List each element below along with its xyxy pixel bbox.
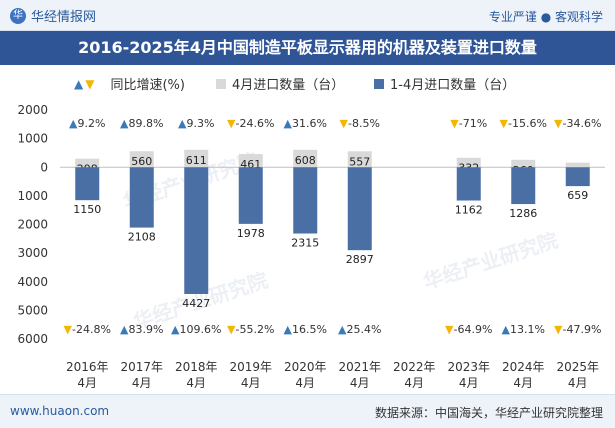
y-tick-label: 1000: [17, 189, 48, 203]
tagline: 专业严谨 ● 客观科学: [488, 10, 603, 24]
april-data-label: 611: [186, 154, 207, 167]
y-tick-label: 2000: [17, 218, 48, 232]
triangle-up-icon: ▲: [74, 76, 84, 91]
april-bar: [565, 162, 590, 168]
cumulative-bar: [75, 167, 100, 201]
april-growth-label: ▼-34.6%: [554, 117, 601, 130]
cumulative-bar: [456, 167, 481, 201]
triangle-down-icon: ▼: [85, 76, 95, 91]
cumulative-growth-label: ▲83.9%: [120, 323, 163, 336]
x-tick-label: 2022年 4月: [393, 360, 436, 390]
april-bar: [511, 159, 536, 168]
x-tick-label: 2025年 4月: [556, 360, 599, 390]
y-tick-label: 2000: [17, 103, 48, 117]
chart-title: 2016-2025年4月中国制造平板显示器用的机器及装置进口数量: [0, 31, 615, 65]
legend-april: 4月进口数量（台）: [216, 74, 344, 93]
x-tick-label: 2019年 4月: [229, 360, 272, 390]
brand-logo-icon: 华: [10, 7, 26, 24]
cumulative-data-label: 2897: [346, 253, 374, 266]
cumulative-data-label: 2315: [291, 237, 319, 250]
x-tick-label: 2020年 4月: [284, 360, 327, 390]
april-bar: [184, 149, 209, 168]
data-source: 数据来源：中国海关，华经产业研究院整理: [374, 406, 603, 420]
cumulative-growth-label: ▼-24.8%: [64, 323, 111, 336]
x-tick-label: 2021年 4月: [338, 360, 381, 390]
cumulative-growth-label: ▲16.5%: [284, 323, 327, 336]
y-tick-label: 4000: [17, 275, 48, 289]
y-tick-label: 0: [40, 160, 48, 174]
april-data-label: 560: [131, 155, 152, 168]
legend-cumulative-label: 1-4月进口数量（台）: [390, 78, 516, 93]
april-growth-label: ▲31.6%: [284, 117, 327, 130]
y-tick-label: 6000: [17, 332, 48, 346]
cumulative-data-label: 1286: [509, 207, 537, 220]
april-data-label: 557: [349, 155, 370, 168]
cumulative-bar: [511, 167, 536, 205]
top-bar: 华 华经情报网 专业严谨 ● 客观科学: [0, 0, 615, 31]
april-data-label: 608: [295, 154, 316, 167]
april-growth-label: ▼-24.6%: [227, 117, 274, 130]
april-bar: [238, 154, 263, 168]
legend-growth: ▲ ▼ 同比增速(%): [74, 74, 185, 94]
y-tick-label: 3000: [17, 246, 48, 260]
legend-growth-label: 同比增速(%): [110, 78, 185, 93]
legend-cumulative-swatch: [374, 78, 384, 89]
cumulative-growth-label: ▼-55.2%: [227, 323, 274, 336]
y-tick-label: 1000: [17, 132, 48, 146]
april-growth-label: ▲9.2%: [69, 117, 105, 130]
april-growth-label: ▼-8.5%: [340, 117, 380, 130]
x-tick-label: 2024年 4月: [502, 360, 545, 390]
cumulative-data-label: 1150: [73, 203, 101, 216]
x-tick-label: 2018年 4月: [175, 360, 218, 390]
cumulative-bar: [238, 167, 263, 224]
april-bar: [347, 151, 372, 168]
cumulative-bar: [565, 167, 590, 187]
april-growth-label: ▼-15.6%: [500, 117, 547, 130]
x-tick-label: 2023年 4月: [447, 360, 490, 390]
cumulative-bar: [347, 167, 372, 251]
legend-cumulative: 1-4月进口数量（台）: [374, 74, 515, 93]
april-growth-label: ▲89.8%: [120, 117, 163, 130]
y-tick-label: 5000: [17, 303, 48, 317]
x-tick-label: 2017年 4月: [120, 360, 163, 390]
brand-name: 华经情报网: [31, 10, 97, 25]
cumulative-data-label: 2108: [128, 231, 156, 244]
cumulative-data-label: 1978: [237, 227, 265, 240]
april-bar: [129, 151, 154, 168]
cumulative-growth-label: ▼-64.9%: [445, 323, 492, 336]
cumulative-bar: [184, 167, 209, 294]
cumulative-bar: [129, 167, 154, 228]
cumulative-data-label: 4427: [182, 297, 210, 310]
site-link[interactable]: www.huaon.com: [10, 404, 110, 418]
legend-april-swatch: [216, 78, 226, 89]
cumulative-growth-label: ▲13.1%: [502, 323, 545, 336]
x-tick-label: 2016年 4月: [66, 360, 109, 390]
cumulative-data-label: 659: [567, 189, 588, 202]
april-growth-label: ▲9.3%: [178, 117, 214, 130]
brand: 华 华经情报网: [10, 6, 96, 25]
cumulative-bar: [293, 167, 318, 234]
footer: www.huaon.com 数据来源：中国海关，华经产业研究院整理: [0, 394, 615, 428]
april-growth-label: ▼-71%: [450, 117, 487, 130]
april-bar: [75, 158, 100, 168]
april-bar: [293, 149, 318, 168]
cumulative-growth-label: ▼-47.9%: [554, 323, 601, 336]
cumulative-growth-label: ▲25.4%: [338, 323, 381, 336]
april-bar: [456, 157, 481, 168]
legend: ▲ ▼ 同比增速(%) 4月进口数量（台） 1-4月进口数量（台）: [0, 74, 615, 94]
cumulative-growth-label: ▲109.6%: [171, 323, 221, 336]
cumulative-data-label: 1162: [455, 204, 483, 217]
legend-april-label: 4月进口数量（台）: [232, 78, 345, 93]
